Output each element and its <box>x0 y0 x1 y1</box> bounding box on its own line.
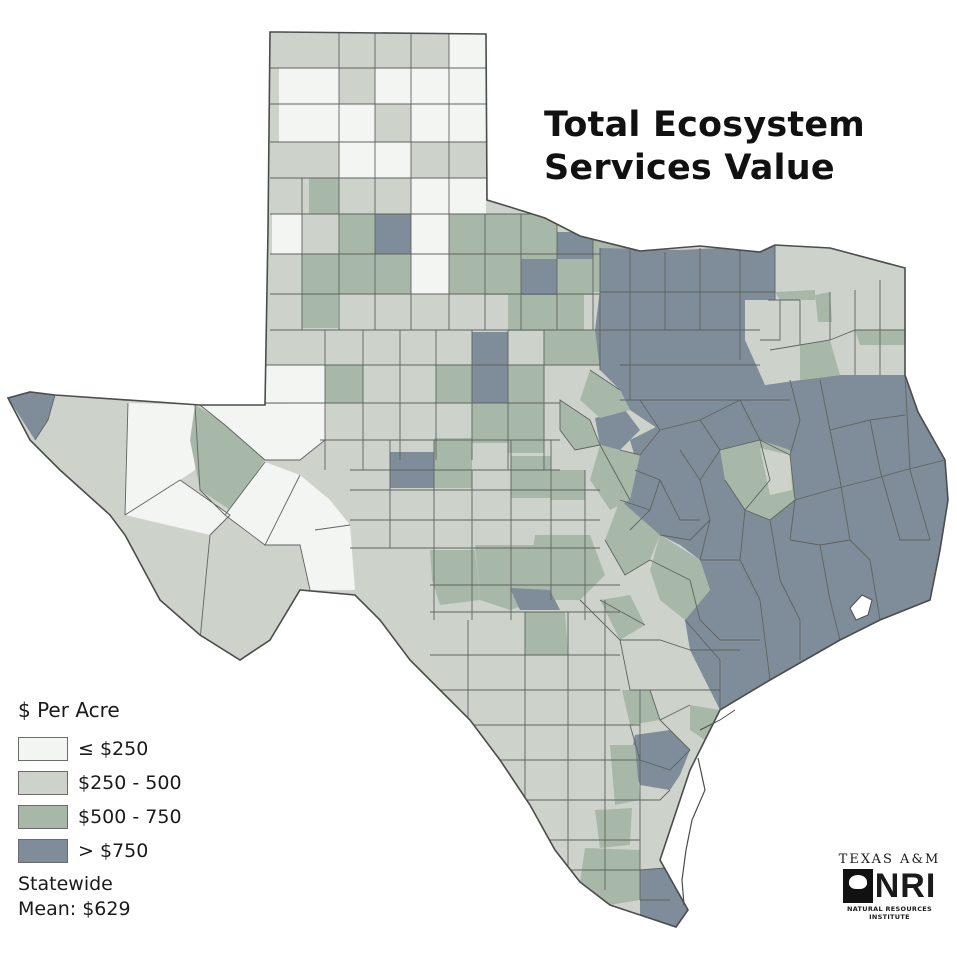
county-fill <box>630 730 690 790</box>
logo-top-text: TEXAS A&M <box>838 852 941 867</box>
texas-outline <box>6 31 949 928</box>
county-fill <box>511 456 551 498</box>
tree-icon <box>842 869 873 903</box>
county-fill <box>557 232 593 260</box>
county-fill <box>265 365 325 403</box>
county-fill <box>339 104 375 142</box>
county-fill <box>190 405 265 510</box>
county-borders <box>34 32 946 901</box>
county-fill <box>544 330 584 365</box>
logo-acronym: NRI <box>874 867 937 905</box>
county-fill <box>551 470 585 500</box>
county-fill <box>485 259 521 295</box>
county-fill <box>595 410 640 450</box>
county-fill <box>375 68 411 104</box>
county-fill <box>434 438 472 488</box>
county-fill <box>485 214 521 259</box>
county-fill <box>508 365 544 403</box>
county-fill <box>472 403 508 443</box>
legend-item: ≤ $250 <box>18 732 182 766</box>
county-fill <box>375 214 411 254</box>
county-fill <box>760 448 792 495</box>
county-fill <box>225 462 350 545</box>
legend-swatch <box>18 737 68 761</box>
county-fill <box>525 612 568 655</box>
logo-bottom-text: NATURAL RESOURCES INSTITUTE <box>846 905 933 921</box>
barrier-island-line <box>681 757 706 906</box>
county-fill <box>630 425 680 480</box>
county-fill <box>125 403 200 515</box>
county-fill <box>272 214 302 254</box>
county-fill <box>557 259 593 295</box>
map-title: Total Ecosystem Services Value <box>544 104 865 190</box>
county-fill <box>508 295 584 331</box>
legend: $ Per Acre ≤ $250 $250 - 500 $500 - 750 … <box>18 698 182 868</box>
county-fill <box>430 550 480 605</box>
county-fill <box>279 68 339 142</box>
statewide-mean: Statewide Mean: $629 <box>18 872 131 922</box>
county-fill <box>610 745 640 805</box>
county-fill <box>472 332 508 404</box>
legend-swatch <box>18 771 68 795</box>
county-fill <box>580 370 630 418</box>
statewide-value: Mean: $629 <box>18 898 131 920</box>
legend-label: ≤ $250 <box>78 738 149 760</box>
county-fill <box>411 68 486 104</box>
county-fill <box>508 403 544 453</box>
legend-swatch <box>18 839 68 863</box>
county-fill <box>800 340 840 380</box>
county-fill <box>640 868 688 927</box>
county-fill <box>510 588 560 610</box>
county-fill <box>436 365 472 403</box>
county-fill <box>300 525 355 590</box>
county-fill <box>530 535 605 600</box>
county-fill <box>200 403 325 460</box>
legend-label: $250 - 500 <box>78 772 182 794</box>
county-fill <box>605 500 660 575</box>
county-fill <box>815 292 832 322</box>
county-fill <box>521 259 557 295</box>
logo-mark: NRI <box>832 869 947 903</box>
county-fill <box>125 480 230 535</box>
county-fill <box>449 32 486 68</box>
county-fill <box>411 104 486 142</box>
coast-detail <box>699 709 736 731</box>
county-fill <box>595 808 632 848</box>
legend-label: $500 - 750 <box>78 806 182 828</box>
county-fill <box>560 400 600 450</box>
county-fill <box>302 254 411 294</box>
county-fill <box>580 848 640 905</box>
county-fill <box>8 392 55 440</box>
legend-item: > $750 <box>18 834 182 868</box>
legend-item: $500 - 750 <box>18 800 182 834</box>
county-fill <box>690 705 720 740</box>
county-fill <box>622 690 660 725</box>
statewide-label: Statewide <box>18 873 113 895</box>
county-fill <box>775 290 815 300</box>
county-fill <box>339 214 375 254</box>
legend-swatch <box>18 805 68 829</box>
legend-item: $250 - 500 <box>18 766 182 800</box>
legend-title: $ Per Acre <box>18 698 120 722</box>
legend-label: > $750 <box>78 840 149 862</box>
map-title-line2: Services Value <box>544 148 835 188</box>
county-fill <box>411 178 486 214</box>
county-fill <box>309 178 339 214</box>
bay-shape <box>849 594 873 621</box>
county-fill <box>302 294 338 328</box>
county-fill <box>590 445 640 510</box>
nri-logo: TEXAS A&M NRI NATURAL RESOURCES INSTITUT… <box>832 852 947 921</box>
map-title-line1: Total Ecosystem <box>544 105 865 145</box>
county-fill <box>325 365 363 403</box>
